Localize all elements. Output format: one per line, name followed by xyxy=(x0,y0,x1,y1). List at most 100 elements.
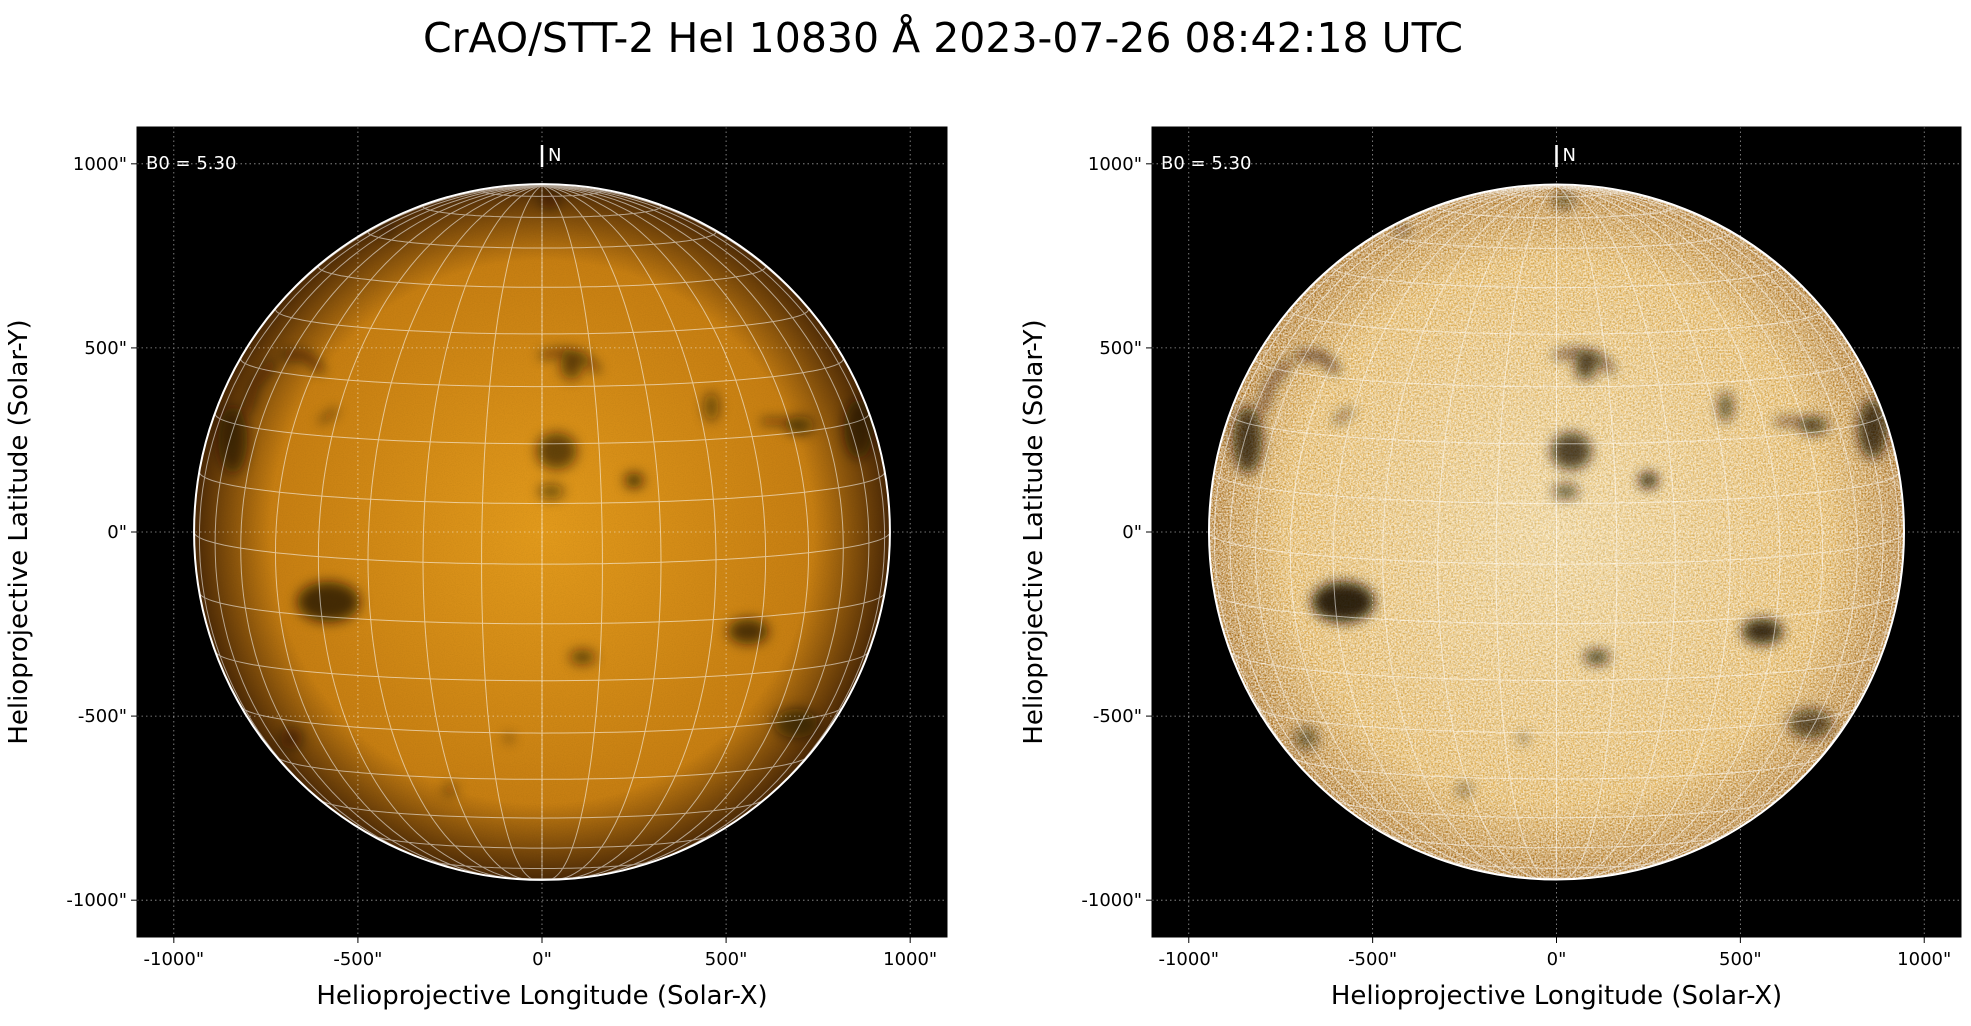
right-y-axis-label: Helioprojective Latitude (Solar-Y) xyxy=(1019,319,1049,744)
x-tick-label: -500" xyxy=(1348,949,1397,970)
x-tick-label: -1000" xyxy=(144,949,205,970)
longitude-line xyxy=(1556,185,1858,875)
filament xyxy=(1334,408,1353,424)
filament xyxy=(539,348,600,373)
y-tick-label: -1000" xyxy=(1081,890,1142,911)
filament xyxy=(1553,348,1615,373)
longitude-line xyxy=(1556,185,1676,880)
right-image-area xyxy=(1151,126,1962,938)
y-tick-label: -500" xyxy=(1093,706,1142,727)
filament xyxy=(1774,419,1817,432)
longitude-line xyxy=(1556,185,1731,879)
dark-region xyxy=(1742,618,1783,645)
dark-region xyxy=(1311,581,1375,623)
left-north-label: N xyxy=(548,145,561,166)
x-tick-label: 500" xyxy=(1719,949,1762,970)
x-tick-label: -1000" xyxy=(1158,949,1219,970)
left-solar-panel: -1000" -500" 0" 500" 1000" 1000"500"0"-500"-… xyxy=(4,126,948,1011)
x-tick-label: 0" xyxy=(1547,949,1567,970)
right-solar-panel: -1000" -500" 0" 500" 1000" 1000"500"0"-500"-… xyxy=(1019,126,1962,1011)
dark-region xyxy=(538,193,561,209)
dark-region xyxy=(1718,392,1734,422)
right-x-ticks: -1000" -500" 0" 500" 1000" xyxy=(1158,937,1951,970)
longitude-line xyxy=(1556,185,1824,877)
longitude-line xyxy=(1556,185,1900,841)
longitude-line xyxy=(541,185,844,875)
dark-region xyxy=(1788,708,1833,739)
dark-region xyxy=(1550,432,1592,470)
y-tick-label: 500" xyxy=(1099,338,1142,359)
dark-region xyxy=(1232,406,1263,474)
longitude-line xyxy=(1332,185,1557,879)
x-tick-label: 0" xyxy=(532,949,552,970)
y-tick-label: -500" xyxy=(78,706,127,727)
longitude-line xyxy=(541,185,870,869)
dark-region xyxy=(380,224,395,236)
longitude-line xyxy=(541,185,767,879)
longitude-line xyxy=(1556,185,1618,880)
dark-region xyxy=(843,399,874,459)
dark-region xyxy=(1584,649,1610,665)
dark-region xyxy=(1519,734,1528,742)
y-tick-label: 0" xyxy=(107,522,127,543)
longitude-line xyxy=(214,185,543,869)
dark-region xyxy=(785,416,815,435)
longitude-line xyxy=(1437,185,1557,880)
dark-region xyxy=(505,734,513,742)
longitude-line xyxy=(1229,185,1557,869)
x-tick-label: 1000" xyxy=(1897,949,1951,970)
x-tick-label: 500" xyxy=(705,949,748,970)
y-tick-label: -1000" xyxy=(66,890,127,911)
y-tick-label: 500" xyxy=(84,338,127,359)
x-tick-label: -500" xyxy=(333,949,382,970)
right-y-ticks: 1000" 500" 0" -500" -1000" xyxy=(1081,154,1152,911)
dark-region xyxy=(1574,353,1597,380)
longitude-line xyxy=(1289,185,1557,877)
x-tick-label: 1000" xyxy=(883,949,937,970)
longitude-line xyxy=(481,185,543,880)
longitude-line xyxy=(317,185,543,879)
left-x-axis-label: Helioprojective Longitude (Solar-X) xyxy=(316,981,767,1011)
filament xyxy=(760,419,802,432)
right-x-axis-label: Helioprojective Longitude (Solar-X) xyxy=(1331,981,1782,1011)
dark-region xyxy=(1858,399,1888,459)
dark-region xyxy=(1639,473,1658,488)
dark-region xyxy=(1552,484,1579,499)
filament xyxy=(319,408,338,424)
longitude-line xyxy=(198,185,543,841)
dark-region xyxy=(536,432,577,470)
longitude-line xyxy=(541,185,603,880)
right-b0-label: B0 = 5.30 xyxy=(1161,153,1251,174)
coordinate-grid xyxy=(1152,127,1961,937)
figure-title: CrAO/STT-2 HeI 10830 Å 2023-07-26 08:42:… xyxy=(423,14,1463,62)
heliographic-grid xyxy=(194,185,890,880)
longitude-line xyxy=(274,185,543,878)
y-tick-label: 0" xyxy=(1122,522,1142,543)
longitude-line xyxy=(1213,185,1557,841)
dark-region xyxy=(624,473,644,488)
y-tick-label: 1000" xyxy=(73,154,127,175)
longitude-line xyxy=(422,185,543,880)
longitude-line xyxy=(1495,185,1557,880)
longitude-line xyxy=(1556,185,1884,869)
dark-region xyxy=(569,649,596,665)
longitude-line xyxy=(1556,185,1781,879)
longitude-line xyxy=(240,185,543,875)
dark-region xyxy=(560,353,583,380)
right-north-label: N xyxy=(1563,145,1576,166)
y-tick-label: 1000" xyxy=(1088,154,1142,175)
left-b0-label: B0 = 5.30 xyxy=(146,153,236,174)
dark-region xyxy=(704,392,719,422)
dark-region xyxy=(218,406,248,474)
dark-region xyxy=(1799,416,1829,435)
left-y-axis-label: Helioprojective Latitude (Solar-Y) xyxy=(4,319,34,744)
left-x-ticks: -1000" -500" 0" 500" 1000" xyxy=(144,937,937,970)
longitude-line xyxy=(1382,185,1557,879)
dark-region xyxy=(297,581,360,623)
left-y-ticks: 1000" 500" 0" -500" -1000" xyxy=(66,154,137,911)
longitude-line xyxy=(367,185,543,880)
dark-region xyxy=(773,708,819,739)
dark-region xyxy=(538,484,565,499)
longitude-line xyxy=(541,185,662,880)
